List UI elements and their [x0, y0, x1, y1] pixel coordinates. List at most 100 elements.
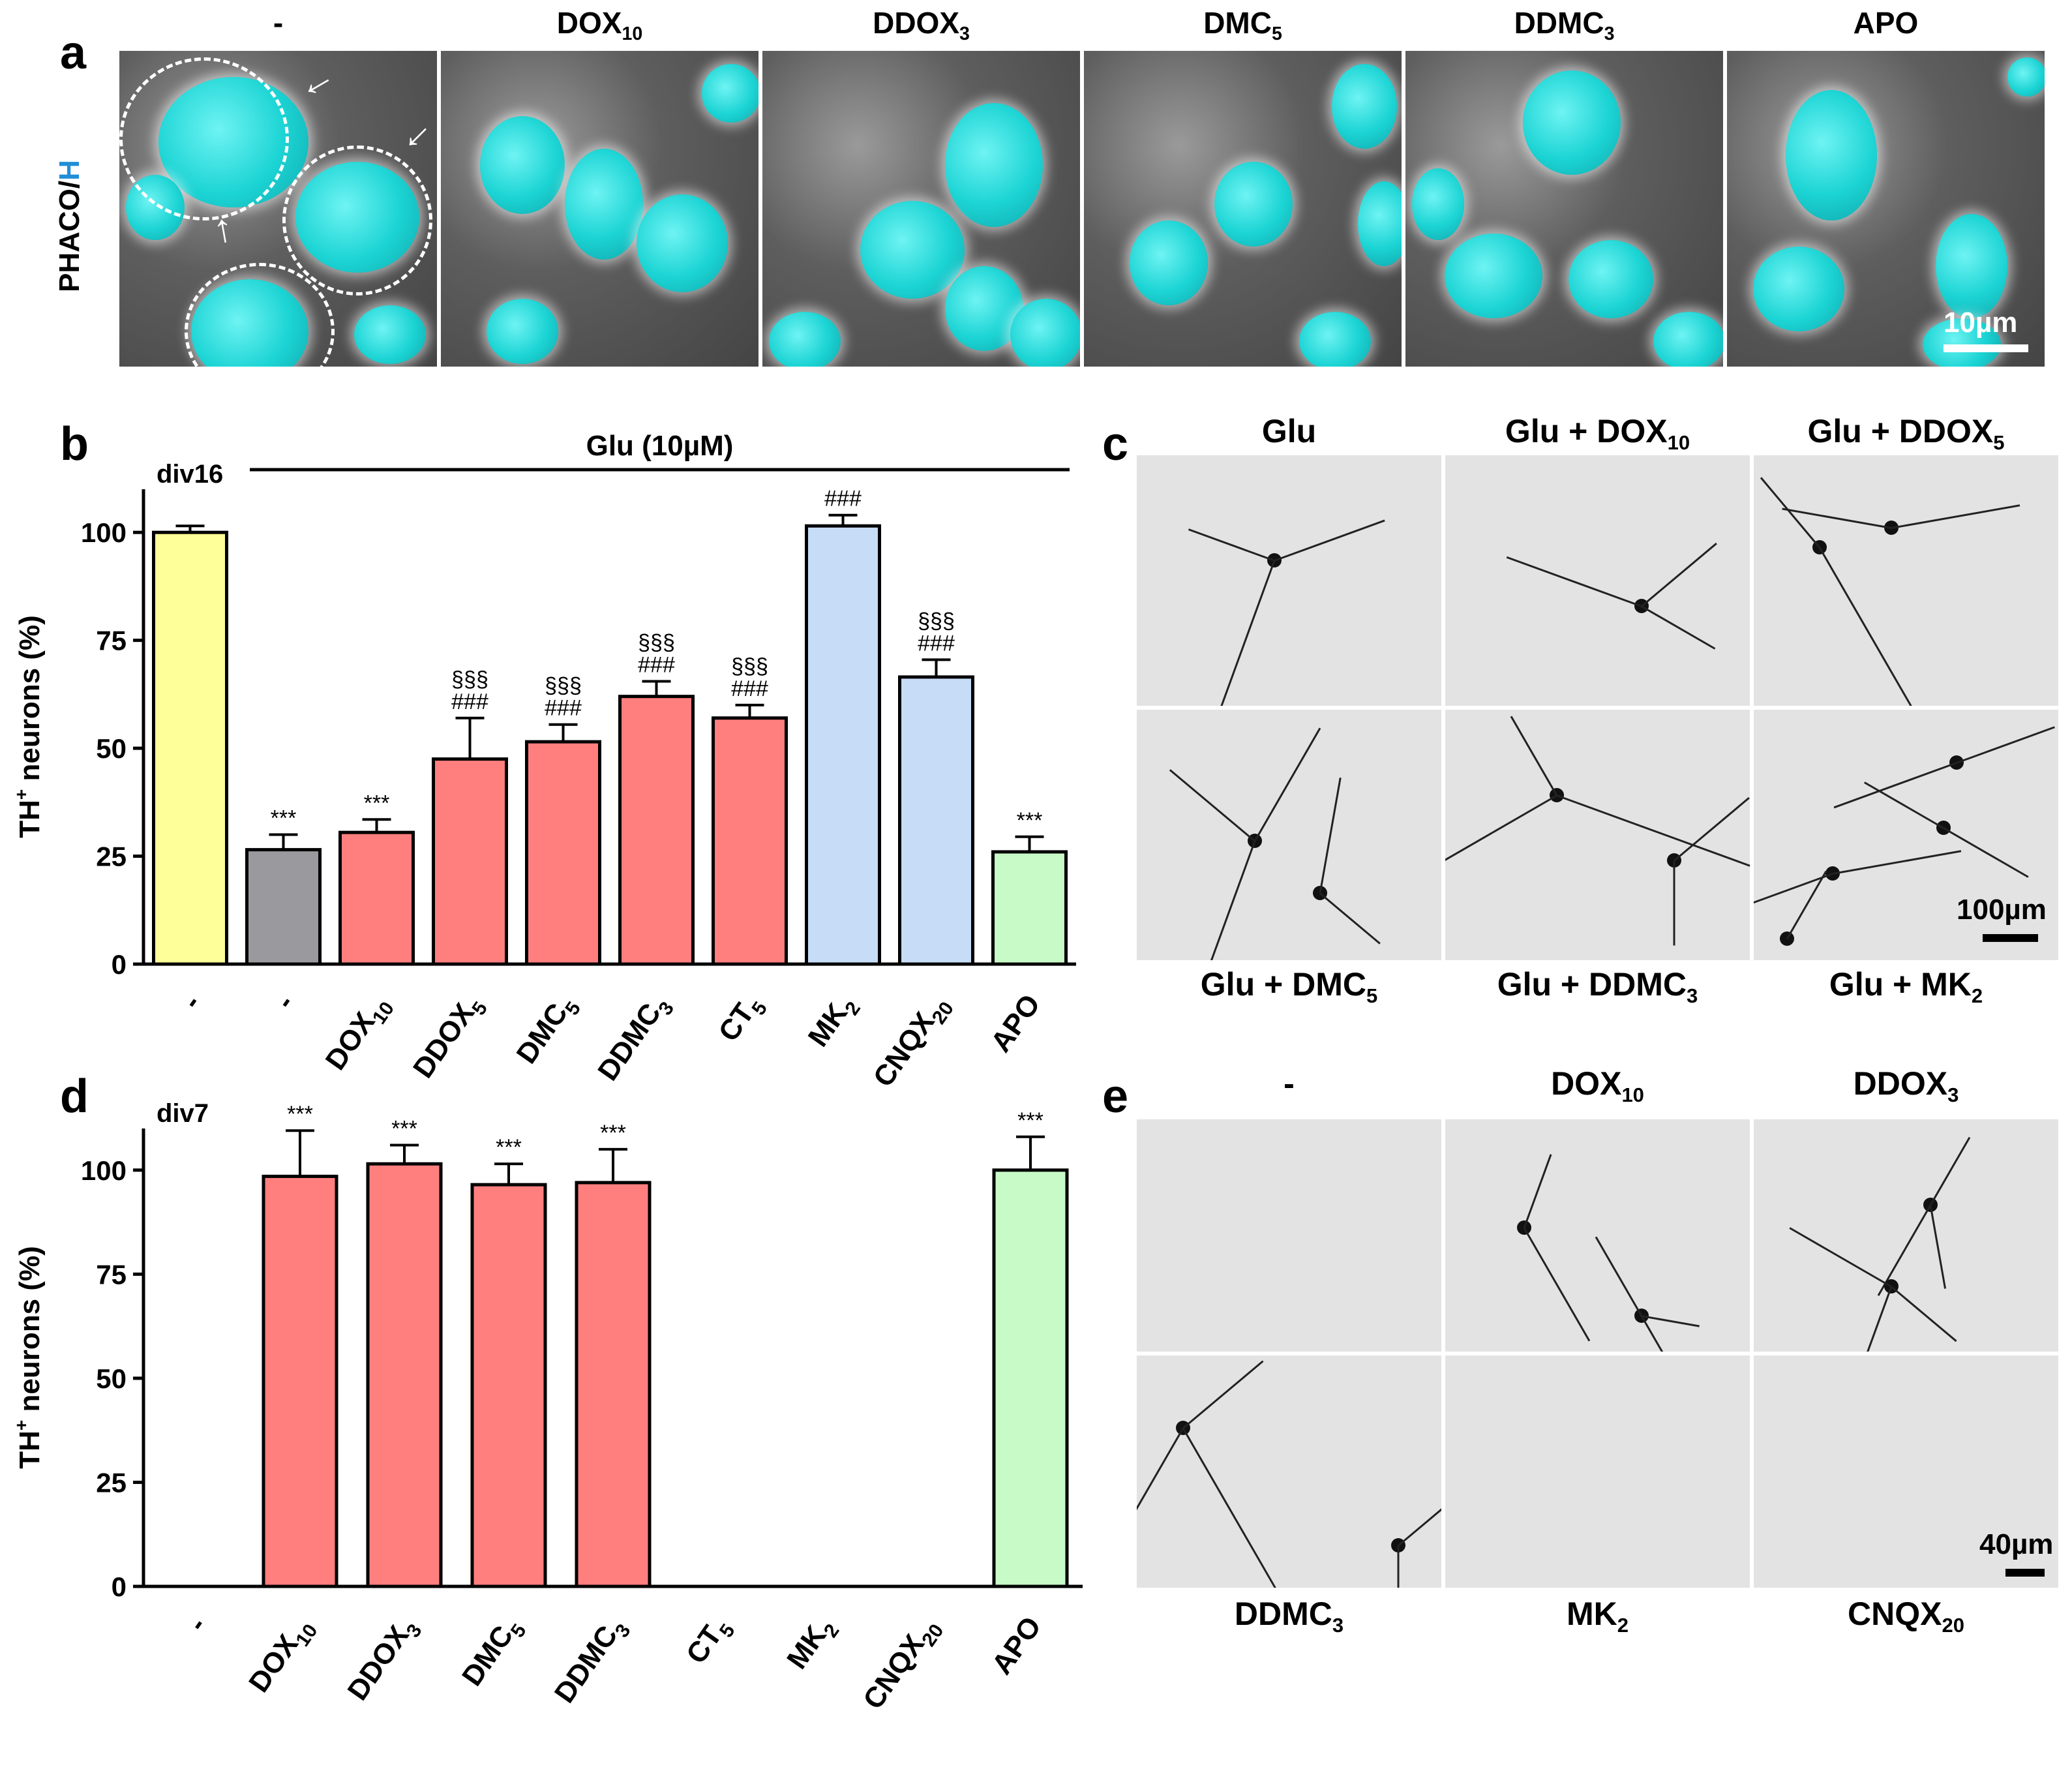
panel-e-top-title-2: DDOX3	[1752, 1065, 2060, 1107]
nucleus-1-3	[702, 64, 758, 123]
panel-c-top-title-1-subscript: 10	[1667, 431, 1690, 454]
panel-c-image-r0-c2	[1752, 453, 2060, 708]
panel-e-neurite-02-1-0	[1789, 1227, 1892, 1288]
panel-a-title-1-subscript: 10	[622, 23, 643, 45]
panel-c-neurite-10-1-0	[1319, 777, 1342, 894]
panel-a-letter: a	[60, 27, 87, 79]
arrow-icon-3: ←	[205, 207, 256, 253]
panel-e-letter: e	[1102, 1070, 1129, 1123]
panel-c-neurite-01-0-1	[1641, 542, 1717, 607]
panel-c-neurite-10-0-2	[1254, 727, 1321, 842]
y-axis-label-rest: neurons (%)	[14, 615, 46, 789]
panel-c-top-title-2: Glu + DDOX5	[1752, 412, 2060, 455]
category-label-2: DOX10	[320, 989, 398, 1080]
panel-c-bottom-title-1: Glu + DDMC3	[1443, 965, 1752, 1008]
panel-e-scale-label: 40µm	[1979, 1528, 2054, 1560]
phaco-label: PHACO/	[53, 180, 85, 292]
bar-8	[898, 675, 974, 966]
panel-a-title-2-base: DDOX	[873, 6, 960, 40]
category-label-6: CT5	[712, 989, 772, 1051]
nucleus-3-4	[1299, 312, 1371, 367]
panel-c-bottom-title-0-subscript: 5	[1366, 984, 1378, 1007]
y-tick-label-4: 100	[81, 1155, 127, 1186]
panel-e-top-title-1-base: DOX	[1551, 1065, 1622, 1102]
panel-e-image-r0-c1	[1443, 1117, 1752, 1354]
panel-a-image-5	[1725, 49, 2047, 369]
panel-a-title-4: DDMC3	[1404, 5, 1725, 45]
category-label-4: DDMC3	[548, 1611, 635, 1712]
panel-c-image-r1-c2	[1752, 708, 2060, 962]
nucleus-5-1	[1936, 214, 2007, 318]
panel-c-neurite-02-1-1	[1782, 507, 1892, 529]
bar-0	[152, 530, 228, 966]
nucleus-3-3	[1358, 181, 1402, 266]
panel-c-bottom-title-2-subscript: 2	[1971, 984, 1983, 1007]
category-label-7: CNQX20	[857, 1611, 948, 1719]
panel-c-bottom-title-2: Glu + MK2	[1752, 965, 2060, 1008]
panel-e-bottom-title-0-subscript: 3	[1332, 1614, 1344, 1637]
y-tick-label-0: 0	[112, 949, 127, 980]
category-label-base-9: APO	[985, 989, 1047, 1058]
panel-c-neurite-00-0-1	[1274, 519, 1385, 562]
panel-c-neurite-12-0-1	[1956, 726, 2055, 764]
category-label-6: MK2	[781, 1611, 843, 1678]
category-label-5: CT5	[680, 1611, 740, 1673]
panel-e-neurite-01-0-1	[1523, 1154, 1552, 1229]
nucleus-2-4	[1010, 299, 1080, 367]
panel-c-neurite-12-3-0	[1786, 870, 1827, 940]
significance-label-3-0: ###	[451, 689, 488, 714]
panel-a-row-label: PHACO/H	[53, 123, 90, 292]
panel-a-image-1	[439, 49, 760, 369]
category-label-base-7: CNQX	[857, 1629, 931, 1715]
panel-a-title-4-subscript: 3	[1604, 23, 1615, 45]
y-axis-label-sup: +	[11, 1420, 31, 1430]
y-axis-label-base: TH	[14, 1430, 46, 1469]
category-label-8: APO	[985, 1611, 1047, 1680]
y-axis-label-sup: +	[11, 789, 31, 800]
panel-c-top-title-0-base: Glu	[1261, 413, 1317, 449]
panel-e-bottom-title-2-subscript: 20	[1942, 1614, 1964, 1637]
category-label-4: DMC5	[511, 989, 586, 1073]
chart-b: 0 25 50 75 100 TH+ neurons (%) div16 Glu (10µM)…	[11, 430, 1076, 1093]
panel-a-image-2	[760, 49, 1082, 369]
nucleus-5-3	[2007, 57, 2045, 97]
panel-c-neurite-11-0-1	[1445, 795, 1557, 871]
panel-a-scale-bar	[1944, 344, 2028, 352]
nucleus-4-0	[1523, 70, 1621, 175]
bar-8	[992, 1168, 1069, 1588]
panel-e-top-title-2-subscript: 3	[1947, 1083, 1959, 1106]
category-label-base-0: -	[181, 1611, 213, 1637]
chart-annotation: div16	[157, 460, 223, 489]
significance-label-3-0: ***	[496, 1135, 522, 1160]
bar-2	[338, 830, 415, 966]
nucleus-2-3	[769, 312, 841, 367]
panel-c-neurite-10-1-1	[1319, 892, 1381, 945]
panel-c-neurite-10-0-0	[1195, 840, 1256, 960]
y-axis-label: TH+ neurons (%)	[11, 615, 46, 838]
panel-e-neurite-10-1-1	[1397, 1545, 1400, 1588]
bar-4	[575, 1181, 652, 1588]
panel-b-letter: b	[60, 418, 89, 470]
y-tick-label-3: 75	[96, 626, 127, 656]
panel-a-title-5-base: APO	[1853, 6, 1919, 40]
panel-a-title-0-base: -	[273, 6, 284, 40]
nucleus-1-1	[565, 149, 643, 260]
panel-e-neurite-02-0-1	[1929, 1136, 1971, 1206]
category-label-1: -	[269, 989, 301, 1015]
panel-c-bottom-title-1-subscript: 3	[1687, 984, 1698, 1007]
y-tick-label-0: 0	[112, 1571, 127, 1602]
panel-c-bottom-title-0: Glu + DMC5	[1135, 965, 1443, 1008]
hoechst-label: H	[53, 160, 85, 181]
panel-c-neurite-02-1-0	[1891, 504, 2020, 529]
bar-3	[432, 757, 508, 966]
nucleus-2-1	[860, 201, 965, 299]
nucleus-1-4	[487, 299, 558, 364]
panel-c-neurite-01-0-2	[1641, 605, 1716, 650]
category-label-0: -	[181, 1611, 213, 1637]
nucleus-3-0	[1332, 64, 1397, 149]
panel-c-neurite-11-0-2	[1510, 716, 1558, 796]
panel-e-top-title-2-base: DDOX	[1853, 1065, 1948, 1102]
panel-e-neurite-10-1-0	[1398, 1494, 1441, 1547]
bar-2	[366, 1162, 443, 1588]
category-label-0: -	[175, 989, 207, 1015]
